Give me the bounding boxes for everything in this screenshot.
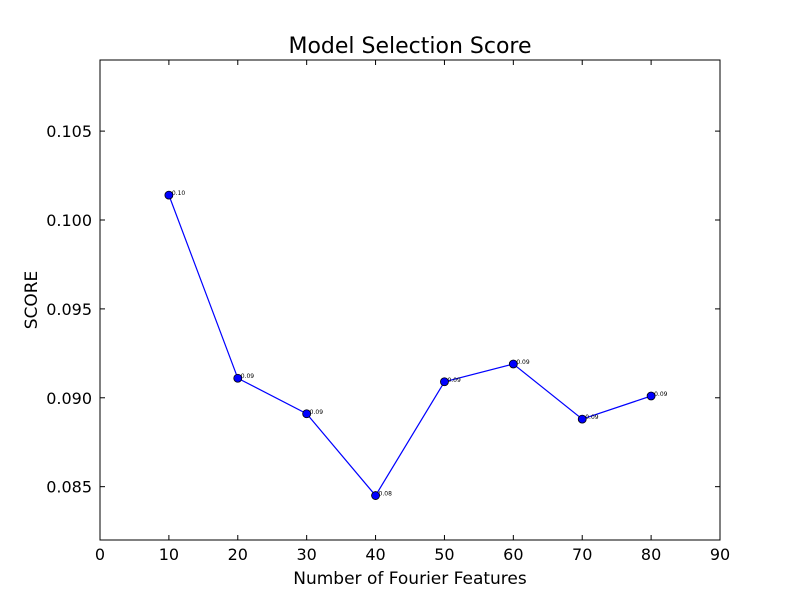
data-point bbox=[302, 409, 312, 419]
data-point bbox=[440, 377, 449, 387]
x-axis-label: Number of Fourier Features bbox=[293, 569, 527, 589]
data-label: 0.09 bbox=[654, 391, 668, 398]
x-tick-label: 20 bbox=[228, 545, 248, 564]
x-tick-label: 40 bbox=[365, 545, 385, 564]
data-label: 0.10 bbox=[172, 190, 186, 197]
y-tick-label: 0.100 bbox=[46, 211, 92, 230]
data-point bbox=[371, 491, 380, 500]
y-tick-label: 0.095 bbox=[46, 300, 92, 319]
y-tick-label: 0.105 bbox=[46, 122, 92, 141]
x-tick-label: 60 bbox=[503, 545, 523, 564]
chart-title: Model Selection Score bbox=[288, 34, 531, 59]
data-point bbox=[646, 391, 656, 401]
data-label: 0.08 bbox=[379, 491, 393, 498]
y-tick-label: 0.085 bbox=[46, 478, 92, 497]
data-label: 0.09 bbox=[310, 409, 324, 416]
x-tick-label: 90 bbox=[710, 545, 730, 564]
y-axis-ticks: 0.085 0.090 0.095 0.100 0.105 bbox=[46, 122, 720, 497]
x-tick-label: 10 bbox=[159, 545, 179, 564]
series-line bbox=[168, 194, 652, 497]
data-point bbox=[508, 359, 518, 369]
x-tick-label: 50 bbox=[434, 545, 454, 564]
series-layer: 0.10 0.09 0.09 0.08 0.09 0.09 0.09 0.09 bbox=[164, 190, 668, 500]
x-tick-label: 30 bbox=[296, 545, 316, 564]
data-point bbox=[233, 373, 243, 383]
data-label: 0.09 bbox=[447, 377, 461, 384]
data-label: 0.09 bbox=[585, 414, 599, 421]
x-tick-label: 80 bbox=[641, 545, 661, 564]
data-point bbox=[577, 414, 587, 424]
x-axis-ticks: 0 10 20 30 40 50 60 70 80 90 bbox=[95, 60, 730, 564]
data-label: 0.09 bbox=[241, 373, 255, 380]
y-axis-label: SCORE bbox=[22, 271, 42, 330]
plot-frame bbox=[99, 59, 721, 541]
x-tick-label: 0 bbox=[95, 545, 105, 564]
data-point bbox=[164, 190, 174, 200]
x-tick-label: 70 bbox=[572, 545, 592, 564]
data-label: 0.09 bbox=[516, 359, 530, 366]
y-tick-label: 0.090 bbox=[46, 389, 92, 408]
